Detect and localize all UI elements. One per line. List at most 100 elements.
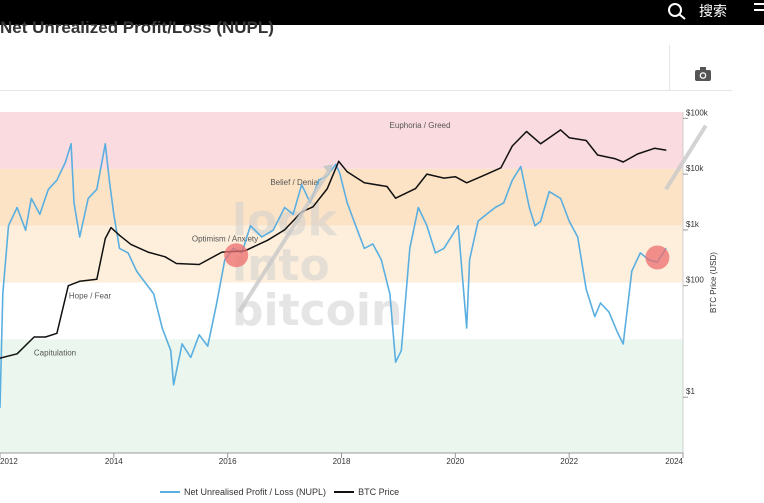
x-tick-label: 2020: [446, 457, 464, 466]
btc-data-point: [56, 332, 58, 334]
btc-data-point: [636, 153, 639, 155]
nupl-data-point: [283, 206, 286, 209]
zone-band: [0, 282, 683, 340]
btc-data-point: [511, 145, 513, 147]
nupl-data-point: [372, 243, 374, 245]
nupl-data-point: [622, 343, 624, 345]
btc-data-point: [198, 263, 200, 266]
x-tick-label: 2014: [105, 457, 123, 466]
btc-data-point: [466, 182, 468, 184]
nupl-data-point: [96, 188, 98, 190]
top-bar: 搜索: [0, 0, 764, 25]
trend-arrow-2023: [664, 124, 708, 191]
btc-data-point: [118, 234, 121, 236]
btc-data-point: [653, 147, 656, 149]
btc-data-point: [67, 285, 69, 287]
nupl-data-point: [161, 327, 163, 329]
y-tick-label: $1k: [686, 220, 700, 229]
toolbar-divider: [669, 45, 670, 90]
nupl-data-point: [528, 206, 530, 209]
nupl-data-point: [417, 206, 419, 209]
zone-band: [0, 339, 683, 453]
search-icon[interactable]: [667, 2, 687, 20]
page-title: Net Unrealized Profit/Loss (NUPL): [0, 18, 274, 37]
nupl-data-point: [380, 259, 382, 261]
nupl-data-point: [599, 302, 602, 304]
y-tick-label: $10k: [686, 164, 704, 173]
nupl-data-point: [127, 252, 129, 254]
btc-data-point: [540, 143, 542, 145]
nupl-data-point: [73, 202, 75, 204]
btc-data-point: [33, 336, 35, 338]
x-tick-label: 2022: [560, 457, 578, 466]
nupl-data-point: [25, 229, 27, 231]
btc-data-point: [283, 229, 286, 231]
nupl-data-point: [548, 190, 550, 193]
nupl-data-point: [108, 179, 110, 181]
nupl-data-point: [594, 316, 596, 318]
camera-icon[interactable]: [692, 64, 714, 84]
nupl-data-point: [292, 213, 294, 215]
nupl-data-point: [511, 179, 513, 181]
x-tick-label: 2024: [665, 457, 683, 466]
btc-data-point: [147, 251, 149, 253]
nupl-data-point: [198, 334, 200, 336]
btc-data-point: [665, 149, 667, 151]
nupl-data-point: [631, 270, 633, 272]
nupl-data-point: [486, 213, 488, 215]
search-label[interactable]: 搜索: [699, 4, 727, 20]
highlight-circle-2023: [645, 245, 670, 270]
nupl-data-point: [346, 202, 348, 204]
btc-data-point: [500, 167, 502, 169]
nupl-data-point: [400, 350, 402, 352]
y-tick-label: $100k: [686, 108, 709, 117]
nupl-data-point: [190, 356, 192, 359]
nupl-data-point: [616, 331, 619, 334]
nupl-data-point: [79, 236, 81, 238]
nupl-data-point: [494, 206, 496, 209]
btc-data-point: [79, 280, 81, 282]
btc-data-point: [426, 173, 428, 175]
nupl-data-point: [64, 161, 67, 163]
nupl-data-point: [272, 229, 274, 231]
nupl-data-point: [466, 327, 468, 329]
nupl-data-point: [56, 179, 58, 181]
menu-icon[interactable]: [754, 3, 764, 17]
nupl-data-point: [47, 188, 49, 190]
nupl-data-point: [318, 179, 320, 181]
btc-data-point: [414, 188, 417, 190]
btc-data-point: [454, 176, 456, 178]
btc-data-point: [483, 174, 485, 176]
trend-arrow-2016: [237, 167, 332, 314]
x-tick-label: 2018: [333, 457, 351, 466]
nupl-data-point: [301, 184, 303, 186]
nupl-data-point: [181, 343, 183, 345]
nupl-data-point: [136, 270, 138, 272]
btc-data-point: [110, 226, 112, 229]
nupl-data-point: [2, 293, 4, 295]
legend-item-btc[interactable]: BTC Price: [334, 487, 399, 497]
zone-label: Euphoria / Greed: [390, 121, 451, 130]
nupl-data-point: [207, 345, 209, 347]
zone-label: Hope / Fear: [69, 292, 112, 301]
nupl-data-point: [451, 234, 454, 236]
btc-data-point: [266, 239, 269, 241]
nupl-data-point: [426, 225, 428, 227]
nupl-data-point: [577, 236, 579, 238]
zone-label: Belief / Denial: [270, 178, 320, 187]
x-tick-label: 2012: [0, 457, 18, 466]
nupl-data-point: [153, 293, 155, 295]
btc-data-point: [363, 182, 365, 184]
legend-item-nupl[interactable]: Net Unrealised Profit / Loss (NUPL): [160, 487, 326, 497]
nupl-data-point: [355, 225, 357, 227]
nupl-data-point: [70, 143, 72, 145]
nupl-data-point: [468, 259, 471, 261]
nupl-data-point: [560, 197, 562, 199]
y-axis-title: BTC Price (USD): [709, 252, 718, 313]
nupl-data-point: [520, 165, 522, 168]
btc-data-point: [560, 129, 562, 131]
nupl-data-point: [585, 288, 587, 290]
nupl-data-point: [434, 252, 437, 254]
btc-data-point: [346, 171, 348, 173]
trend-arrow-head-2016: [322, 164, 333, 175]
